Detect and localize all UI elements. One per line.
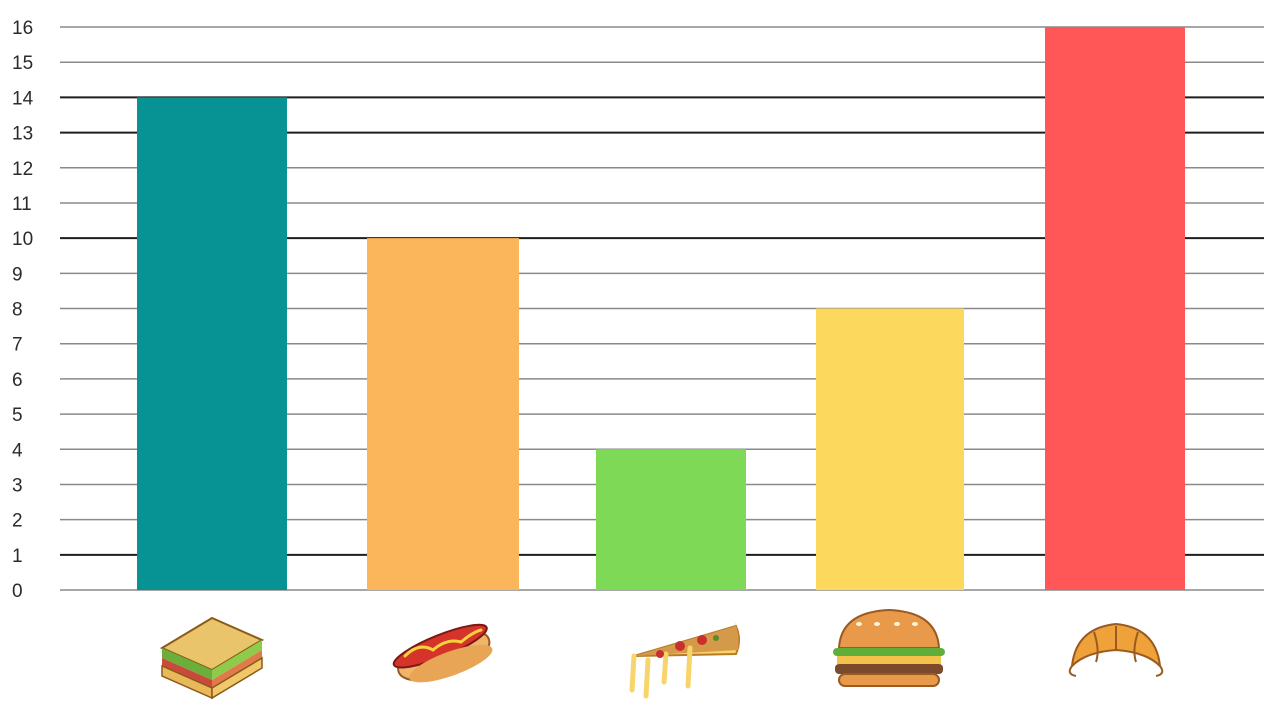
y-tick-label-3: 3 [12, 475, 23, 496]
y-tick-label-5: 5 [12, 405, 23, 426]
y-tick-label-7: 7 [12, 335, 23, 356]
y-tick-label-11: 11 [12, 194, 32, 215]
y-tick-label-16: 16 [12, 18, 33, 39]
hot-dog-icon [392, 623, 493, 683]
y-tick-label-0: 0 [12, 581, 23, 602]
croissant-icon [1068, 622, 1164, 677]
sandwich-icon [159, 616, 265, 700]
category-icons [159, 608, 1164, 700]
y-tick-label-15: 15 [12, 53, 33, 74]
bar-pizza [596, 449, 746, 590]
bar-croissant [1045, 27, 1185, 590]
y-tick-label-8: 8 [12, 300, 23, 321]
y-tick-label-4: 4 [12, 440, 23, 461]
bar-hot-dog [367, 238, 519, 590]
bars [137, 27, 1185, 590]
y-tick-label-12: 12 [12, 159, 33, 180]
y-tick-label-2: 2 [12, 511, 23, 532]
burger-icon [833, 608, 945, 687]
pizza-icon [629, 620, 740, 699]
y-tick-label-10: 10 [12, 229, 33, 250]
y-tick-label-1: 1 [12, 546, 23, 567]
y-tick-label-9: 9 [12, 264, 23, 285]
bar-burger [816, 308, 964, 590]
bar-sandwich [137, 97, 287, 590]
y-tick-label-6: 6 [12, 370, 23, 391]
y-tick-label-14: 14 [12, 88, 34, 109]
y-tick-label-13: 13 [12, 124, 33, 145]
